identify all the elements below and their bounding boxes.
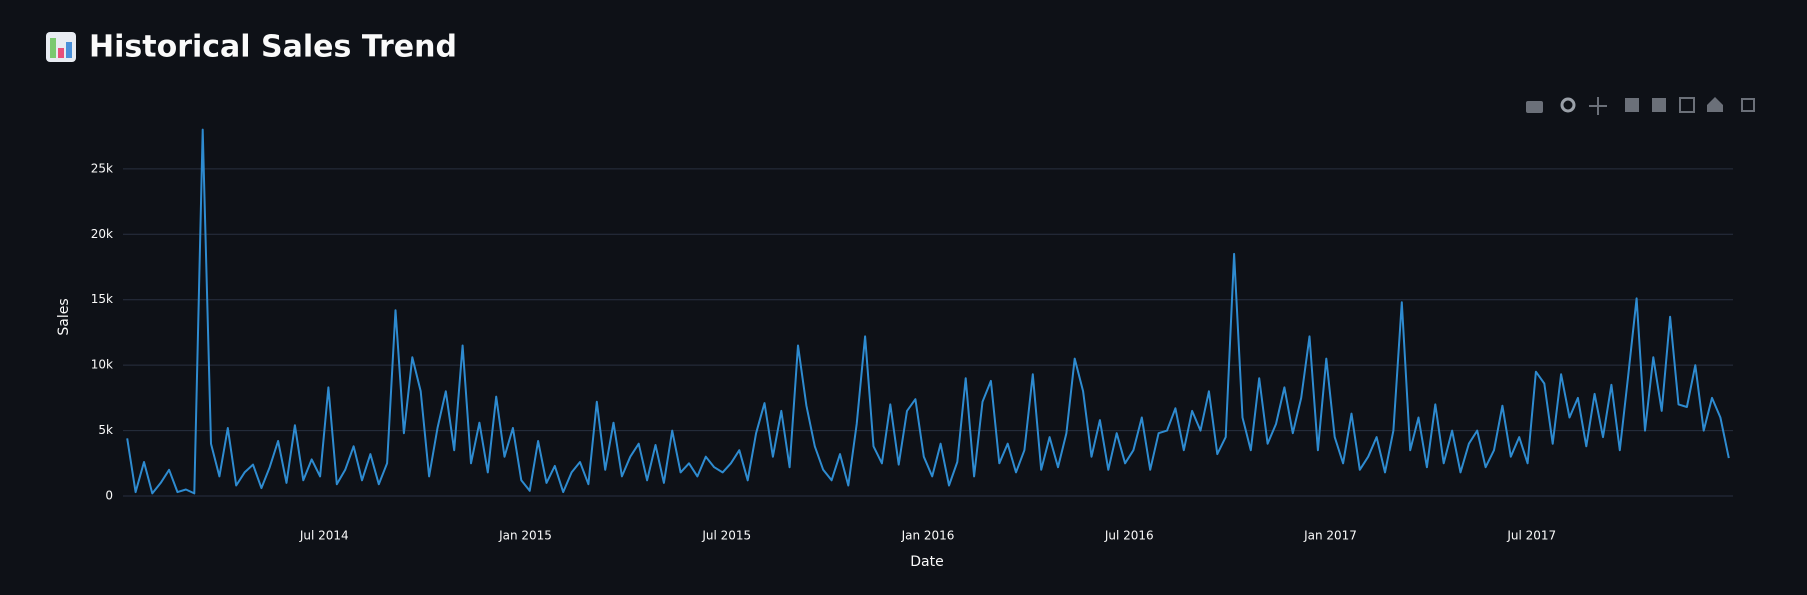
zoom-in-button[interactable] bbox=[1625, 98, 1639, 112]
y-tick-label: 15k bbox=[91, 292, 113, 306]
zoom-out-button[interactable] bbox=[1652, 98, 1666, 112]
y-axis-title: Sales bbox=[56, 298, 72, 335]
x-tick-label: Jul 2014 bbox=[299, 529, 349, 543]
title-icon bbox=[46, 32, 76, 62]
y-tick-label: 20k bbox=[91, 227, 113, 241]
x-tick-label: Jan 2017 bbox=[1303, 529, 1357, 543]
x-tick-label: Jul 2016 bbox=[1104, 529, 1154, 543]
page-title: Historical Sales Trend bbox=[89, 30, 457, 65]
x-tick-label: Jul 2015 bbox=[701, 529, 751, 543]
sales-line bbox=[126, 128, 1730, 495]
y-tick-label: 25k bbox=[91, 161, 113, 175]
autoscale-button[interactable] bbox=[1679, 97, 1695, 113]
fullscreen-button[interactable] bbox=[1741, 98, 1755, 112]
zoom-button[interactable] bbox=[1560, 97, 1576, 113]
y-tick-label: 5k bbox=[98, 423, 113, 437]
x-tick-label: Jul 2017 bbox=[1506, 529, 1556, 543]
y-tick-label: 0 bbox=[105, 489, 113, 503]
plot-toolbar[interactable] bbox=[1526, 97, 1755, 115]
pan-button[interactable] bbox=[1589, 97, 1607, 115]
camera-button[interactable] bbox=[1526, 101, 1543, 113]
reset-button[interactable] bbox=[1707, 97, 1723, 112]
y-tick-label: 10k bbox=[91, 358, 113, 372]
x-tick-label: Jan 2016 bbox=[901, 529, 955, 543]
x-axis-title: Date bbox=[910, 554, 943, 570]
x-tick-label: Jan 2015 bbox=[498, 529, 552, 543]
